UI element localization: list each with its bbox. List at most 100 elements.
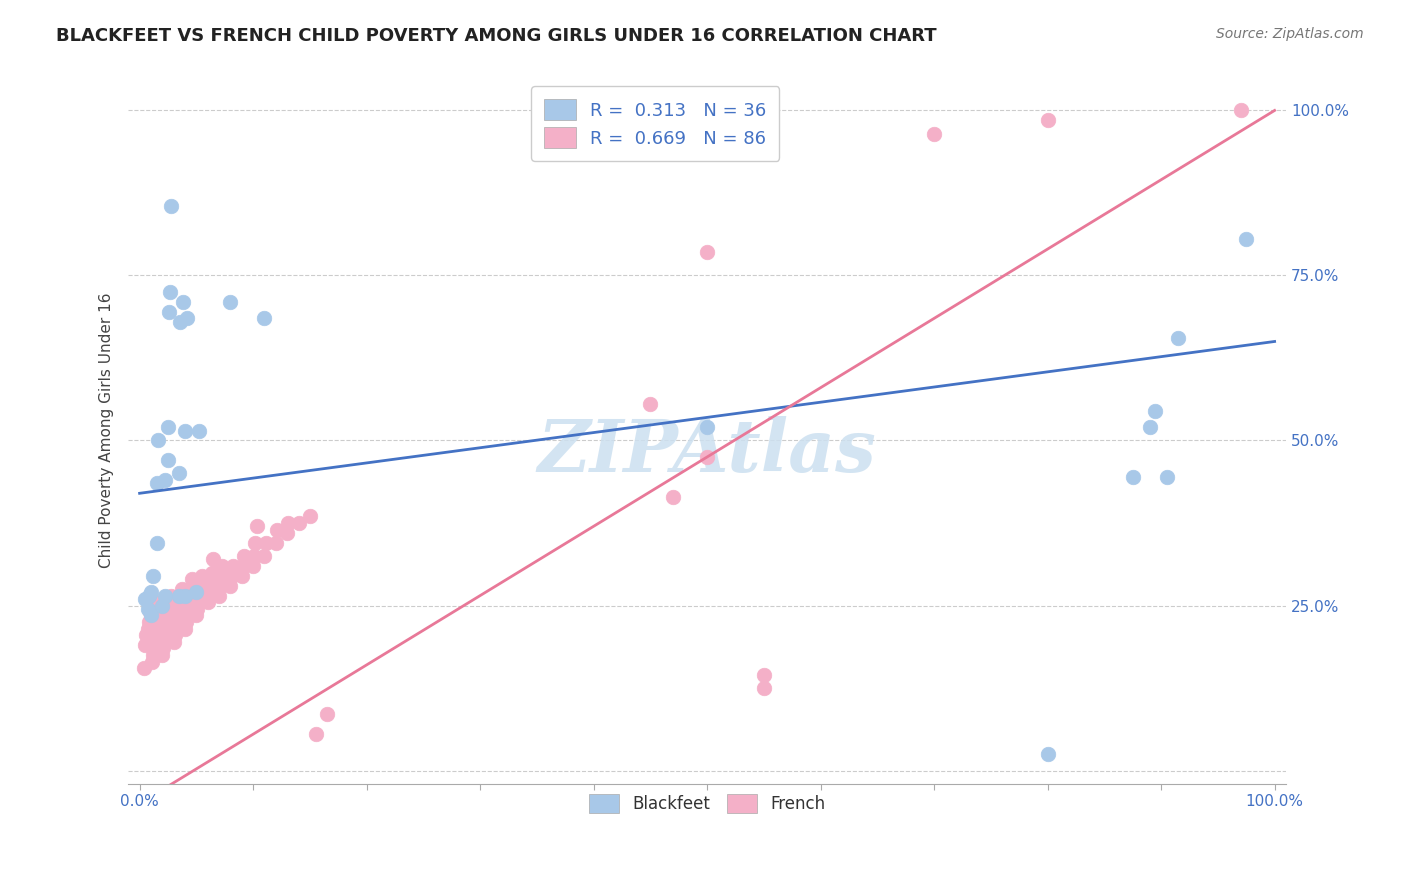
- Point: [138, 615, 160, 629]
- Point: [160, 199, 183, 213]
- Point: [231, 569, 253, 583]
- Point: [174, 424, 197, 438]
- Point: [1139, 420, 1161, 434]
- Point: [159, 595, 181, 609]
- Point: [176, 311, 198, 326]
- Point: [160, 589, 183, 603]
- Point: [167, 605, 190, 619]
- Point: [134, 638, 156, 652]
- Point: [142, 569, 165, 583]
- Point: [174, 615, 197, 629]
- Point: [163, 635, 186, 649]
- Point: [138, 589, 160, 603]
- Point: [1144, 404, 1167, 418]
- Point: [1234, 232, 1257, 246]
- Point: [198, 589, 221, 603]
- Point: [145, 622, 167, 636]
- Point: [696, 420, 718, 434]
- Point: [136, 622, 159, 636]
- Point: [165, 618, 187, 632]
- Point: [153, 473, 176, 487]
- Point: [134, 661, 156, 675]
- Y-axis label: Child Poverty Among Girls Under 16: Child Poverty Among Girls Under 16: [100, 293, 114, 568]
- Point: [146, 434, 169, 448]
- Point: [157, 602, 180, 616]
- Point: [221, 569, 243, 583]
- Point: [169, 467, 191, 481]
- Point: [198, 582, 221, 596]
- Point: [1036, 747, 1059, 761]
- Point: [150, 599, 173, 613]
- Point: [253, 549, 276, 563]
- Point: [136, 602, 159, 616]
- Point: [254, 536, 277, 550]
- Point: [169, 589, 191, 603]
- Point: [232, 558, 254, 573]
- Point: [287, 516, 309, 530]
- Point: [139, 585, 162, 599]
- Point: [560, 140, 582, 154]
- Point: [752, 681, 775, 695]
- Point: [186, 602, 208, 616]
- Point: [304, 727, 326, 741]
- Point: [166, 612, 188, 626]
- Point: [155, 622, 177, 636]
- Point: [201, 566, 224, 580]
- Point: [139, 608, 162, 623]
- Point: [197, 595, 219, 609]
- Text: ZIPAtlas: ZIPAtlas: [537, 417, 876, 487]
- Point: [245, 519, 267, 533]
- Point: [191, 569, 214, 583]
- Point: [190, 579, 212, 593]
- Point: [187, 595, 209, 609]
- Point: [640, 397, 662, 411]
- Point: [242, 558, 264, 573]
- Point: [662, 490, 685, 504]
- Point: [156, 420, 179, 434]
- Point: [221, 558, 243, 573]
- Point: [135, 628, 157, 642]
- Point: [170, 582, 193, 596]
- Point: [141, 655, 163, 669]
- Point: [152, 641, 174, 656]
- Point: [696, 245, 718, 260]
- Point: [146, 615, 169, 629]
- Point: [1122, 470, 1144, 484]
- Point: [150, 595, 173, 609]
- Point: [156, 608, 179, 623]
- Point: [208, 589, 231, 603]
- Point: [145, 628, 167, 642]
- Point: [163, 628, 186, 642]
- Point: [209, 569, 232, 583]
- Point: [315, 707, 337, 722]
- Point: [277, 516, 299, 530]
- Point: [211, 558, 233, 573]
- Point: [186, 585, 208, 599]
- Point: [219, 294, 242, 309]
- Point: [145, 536, 167, 550]
- Point: [276, 525, 298, 540]
- Point: [186, 608, 208, 623]
- Point: [1167, 331, 1189, 345]
- Legend: Blackfeet, French: Blackfeet, French: [578, 782, 837, 825]
- Point: [139, 599, 162, 613]
- Point: [169, 589, 191, 603]
- Point: [922, 127, 945, 141]
- Point: [243, 549, 266, 563]
- Point: [149, 602, 172, 616]
- Point: [159, 285, 181, 299]
- Point: [179, 589, 201, 603]
- Point: [156, 453, 179, 467]
- Point: [174, 622, 197, 636]
- Point: [253, 311, 276, 326]
- Point: [153, 632, 176, 646]
- Point: [200, 575, 222, 590]
- Text: Source: ZipAtlas.com: Source: ZipAtlas.com: [1216, 27, 1364, 41]
- Point: [134, 591, 156, 606]
- Point: [150, 648, 173, 662]
- Point: [752, 668, 775, 682]
- Point: [139, 605, 162, 619]
- Point: [1156, 470, 1178, 484]
- Point: [143, 635, 166, 649]
- Point: [157, 305, 180, 319]
